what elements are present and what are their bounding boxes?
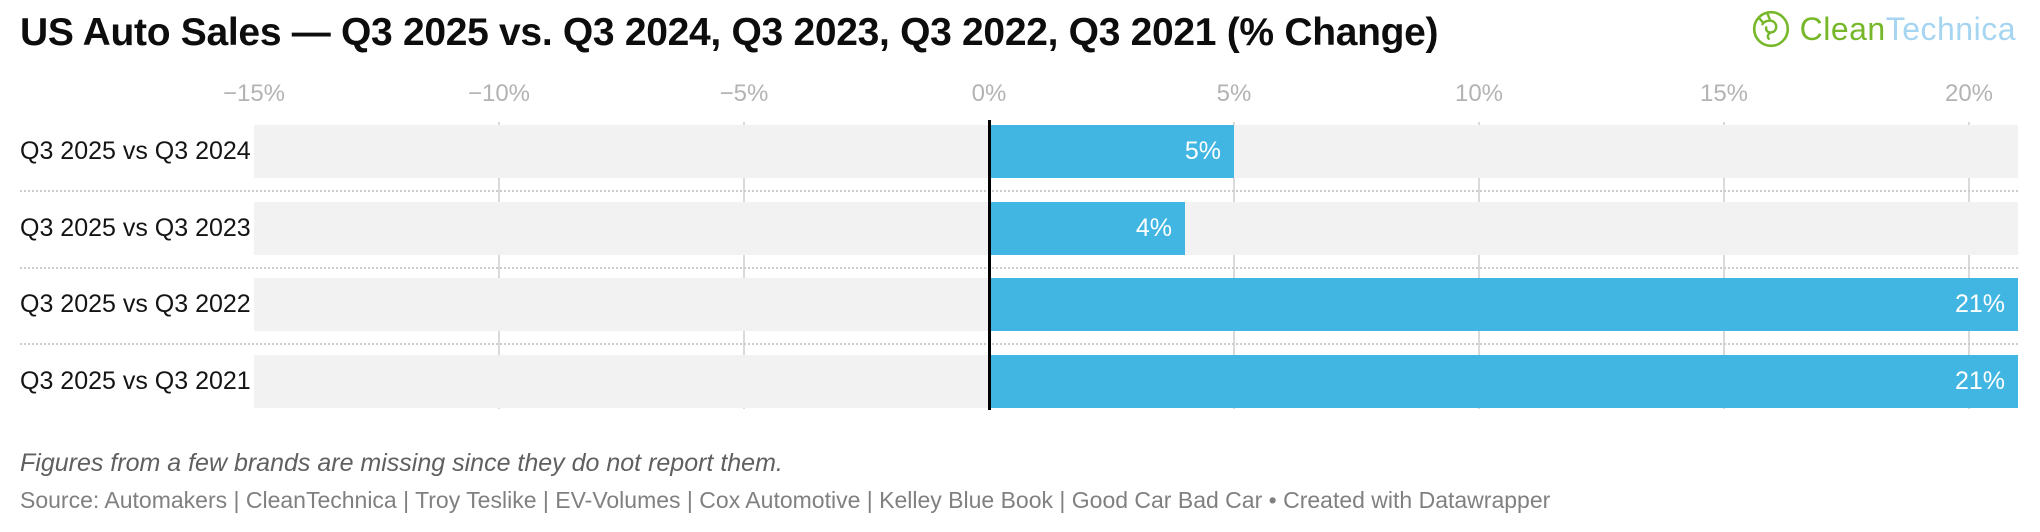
datawrapper-attribution-link[interactable]: Created with Datawrapper [1283, 487, 1551, 513]
grid-line [743, 122, 745, 409]
cleantechnica-plug-icon [1751, 9, 1791, 49]
axis-tick-label: 15% [1699, 80, 1749, 107]
bar: 4% [989, 202, 1185, 255]
bar-value-label: 21% [1954, 290, 2005, 318]
axis-tick-label: 20% [1944, 80, 1994, 107]
axis-tick-label: 5% [1216, 80, 1252, 107]
source-line: Source: Automakers | CleanTechnica | Tro… [20, 487, 1550, 514]
grid-line [498, 122, 500, 409]
bar-value-label: 4% [1135, 214, 1172, 242]
axis-tick-label: −5% [719, 80, 769, 107]
grid-line [1478, 122, 1480, 409]
category-label: Q3 2025 vs Q3 2022 [20, 290, 251, 318]
row-separator [20, 343, 2018, 345]
logo-text-technica: Technica [1885, 10, 2016, 47]
row-separator [20, 267, 2018, 269]
bar: 21% [989, 278, 2018, 331]
cleantechnica-logo[interactable]: CleanTechnica [1751, 8, 2016, 50]
category-label: Q3 2025 vs Q3 2021 [20, 367, 251, 395]
category-label: Q3 2025 vs Q3 2023 [20, 214, 251, 242]
bar: 5% [989, 125, 1234, 178]
category-label: Q3 2025 vs Q3 2024 [20, 137, 251, 165]
logo-text-clean: Clean [1799, 10, 1886, 47]
row-separator [20, 190, 2018, 192]
axis-tick-label: 10% [1454, 80, 1504, 107]
source-text: Source: Automakers | CleanTechnica | Tro… [20, 487, 1263, 513]
source-separator: • [1262, 487, 1284, 513]
grid-line [1723, 122, 1725, 409]
axis-tick-label: −15% [222, 80, 286, 107]
grid-line [1233, 122, 1235, 409]
axis-tick-label: −10% [467, 80, 531, 107]
chart-title: US Auto Sales — Q3 2025 vs. Q3 2024, Q3 … [20, 11, 1439, 54]
axis-tick-label: 0% [971, 80, 1007, 107]
bar-value-label: 21% [1954, 367, 2005, 395]
bar: 21% [989, 355, 2018, 408]
grid-line [1968, 122, 1970, 409]
chart-note: Figures from a few brands are missing si… [20, 449, 783, 477]
bar-value-label: 5% [1184, 137, 1221, 165]
zero-line [988, 120, 991, 410]
